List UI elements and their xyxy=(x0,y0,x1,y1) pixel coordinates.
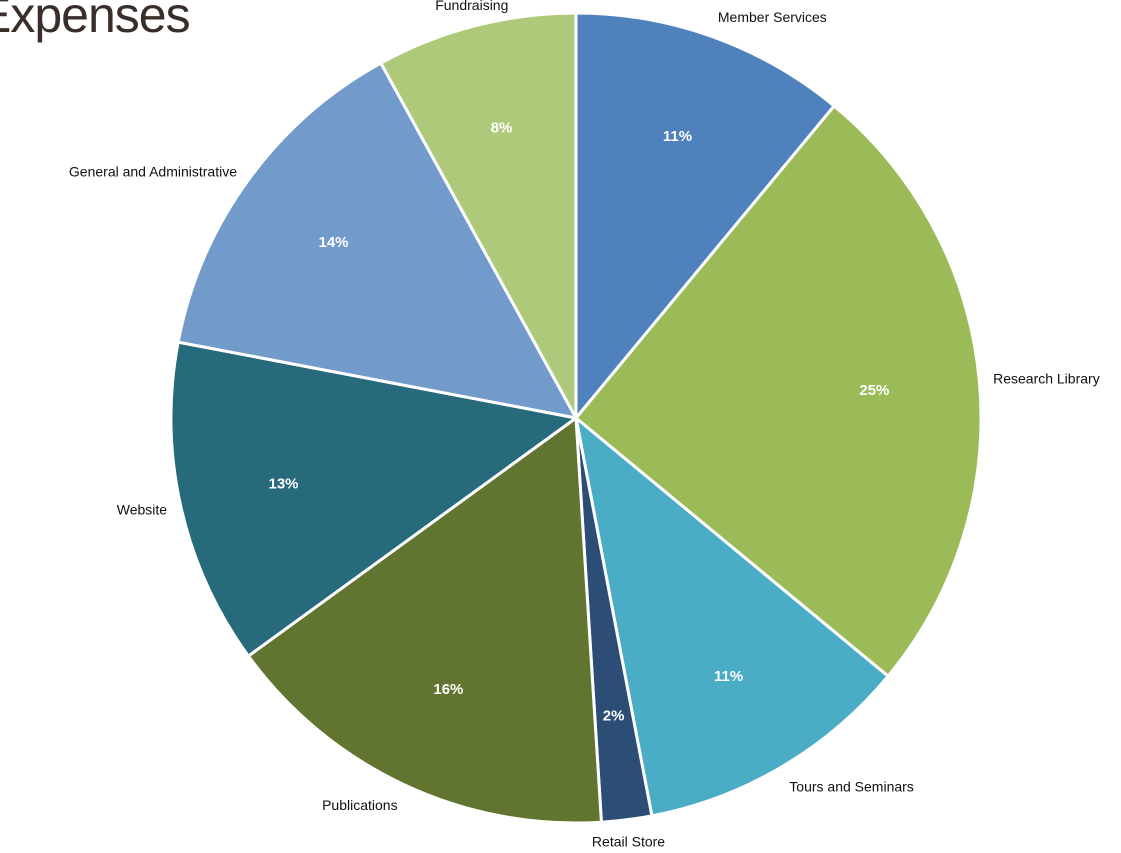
pie-category-label-1: Research Library xyxy=(993,371,1100,387)
pie-percent-label-7: 8% xyxy=(491,120,513,137)
percent-labels: 11% 25% 11% 2% 16% 13% 14% 8% xyxy=(268,120,889,725)
pie-category-label-3: Retail Store xyxy=(592,834,665,850)
pie-category-label-2: Tours and Seminars xyxy=(789,779,914,795)
pie-percent-label-3: 2% xyxy=(603,707,625,724)
pie-slice-0 xyxy=(574,11,836,420)
pie-slice-5 xyxy=(169,340,578,658)
category-labels: Member Services Research Library Tours and… xyxy=(69,0,1100,850)
pie-slice-2 xyxy=(574,416,890,818)
pie-slice-1 xyxy=(574,104,983,678)
pie-category-label-5: Website xyxy=(117,501,168,517)
pie-slice-7 xyxy=(379,11,578,420)
chart-title: Expenses xyxy=(0,0,191,43)
pie-slice-6 xyxy=(176,61,578,420)
pie-slices xyxy=(169,11,983,825)
pie-category-label-6: General and Administrative xyxy=(69,164,237,180)
pie-percent-label-2: 11% xyxy=(714,668,743,685)
pie-percent-label-0: 11% xyxy=(663,128,692,145)
pie-category-label-0: Member Services xyxy=(718,9,827,25)
pie-percent-label-1: 25% xyxy=(859,382,889,399)
pie-category-label-7: Fundraising xyxy=(435,0,508,13)
pie-category-label-4: Publications xyxy=(322,797,398,813)
pie-slice-4 xyxy=(246,416,603,825)
pie-percent-label-4: 16% xyxy=(433,681,463,698)
pie-percent-label-5: 13% xyxy=(268,475,298,492)
pie-percent-label-6: 14% xyxy=(318,234,348,251)
